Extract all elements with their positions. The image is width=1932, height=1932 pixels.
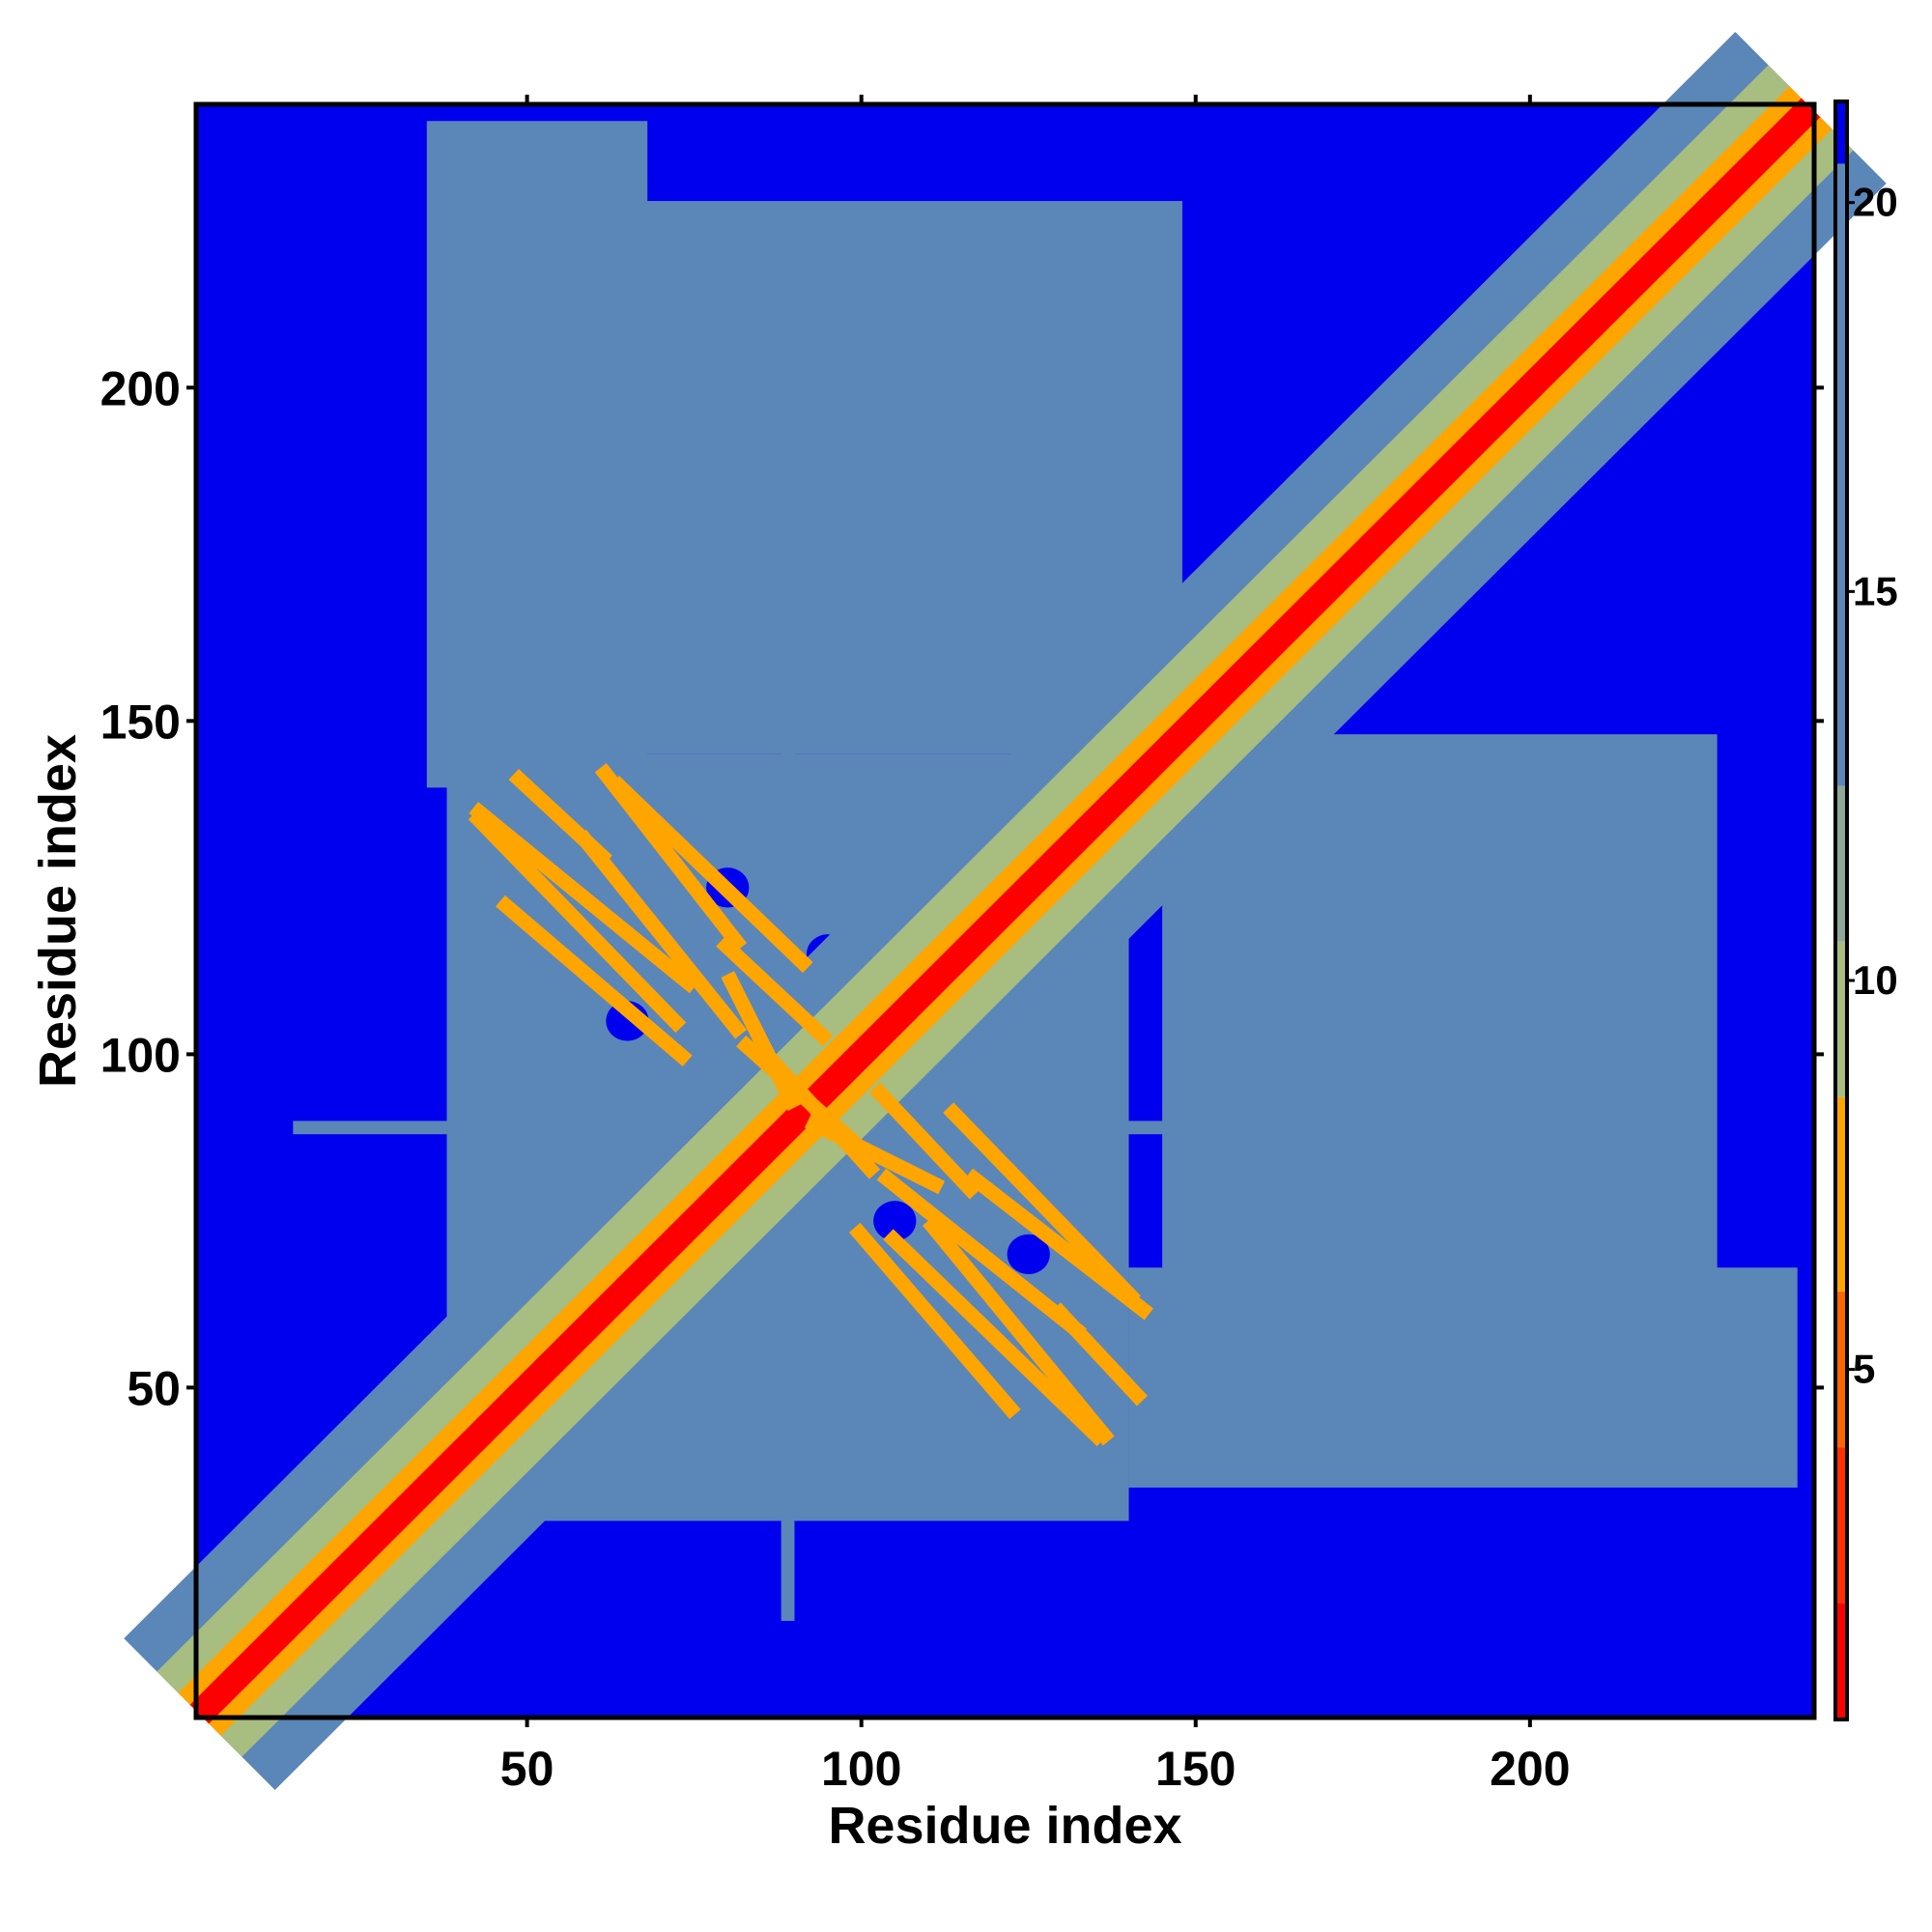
strand-pairing [963,1168,1153,1321]
diagonal-band [189,98,1821,1724]
colorbar-segment [1835,1292,1847,1448]
colorbar-segment [1835,785,1847,942]
colorbar-segment [1835,1603,1847,1719]
plot-area [124,32,1887,1790]
heatmap-cell [1007,1234,1050,1275]
strand-pairing [469,802,699,994]
heatmap-cell [1162,734,1718,1335]
y-tick-label: 150 [100,695,181,749]
colorbar-tick-label: 15 [1853,568,1898,613]
strand-pairing [804,1114,946,1195]
colorbar-segment [1835,941,1847,1097]
strand-pairing [848,1222,1021,1419]
y-tick-label: 100 [100,1028,181,1082]
y-tick-label: 200 [100,361,181,415]
strand-pairing [609,775,813,974]
x-tick-label: 150 [1155,1742,1236,1796]
strand-pairing [721,971,802,1111]
colorbar-tick-label: 5 [1853,1347,1875,1392]
colorbar-segment [1835,101,1847,164]
colorbar-segment [1835,1096,1847,1293]
strand-pairing [876,1168,1087,1341]
strand-pairing [943,1102,1141,1306]
colorbar: 5 10 15 20 [1833,99,1898,1721]
x-tick-label: 50 [500,1742,554,1796]
y-axis: 50 100 150 200 [100,361,1824,1415]
x-tick-label: 100 [821,1742,901,1796]
strand-pairing [923,1216,1115,1446]
heatmap-cell [426,121,648,788]
heatmap-cell [580,201,1182,754]
strand-pairing [883,1229,1108,1447]
colorbar-tick-label: 20 [1853,180,1898,225]
y-axis-label: Residue index [29,734,87,1088]
heatmap-cell [873,1201,917,1241]
strand-pairing [575,829,748,1039]
strand-pairing [468,809,687,1034]
colorbar-tick-label: 10 [1853,957,1898,1003]
strand-pairing [508,768,612,867]
strand-pairing [594,762,748,952]
x-tick-label: 200 [1490,1742,1570,1796]
strand-pairing [495,895,693,1067]
colorbar-frame [1833,99,1849,1721]
y-tick-label: 50 [127,1361,181,1415]
strand-pairing [1049,1302,1148,1406]
colorbar-segment [1835,163,1847,786]
heatmap-cells [124,32,1887,1790]
colorbar-segment [1835,1447,1847,1604]
strand-pairing [868,1082,980,1200]
x-axis: 50 100 150 200 [500,95,1571,1796]
plot-frame [193,101,1817,1720]
x-axis-label: Residue index [828,1797,1181,1855]
heatmap-cell [1128,1267,1798,1488]
strand-pairing [716,935,834,1047]
